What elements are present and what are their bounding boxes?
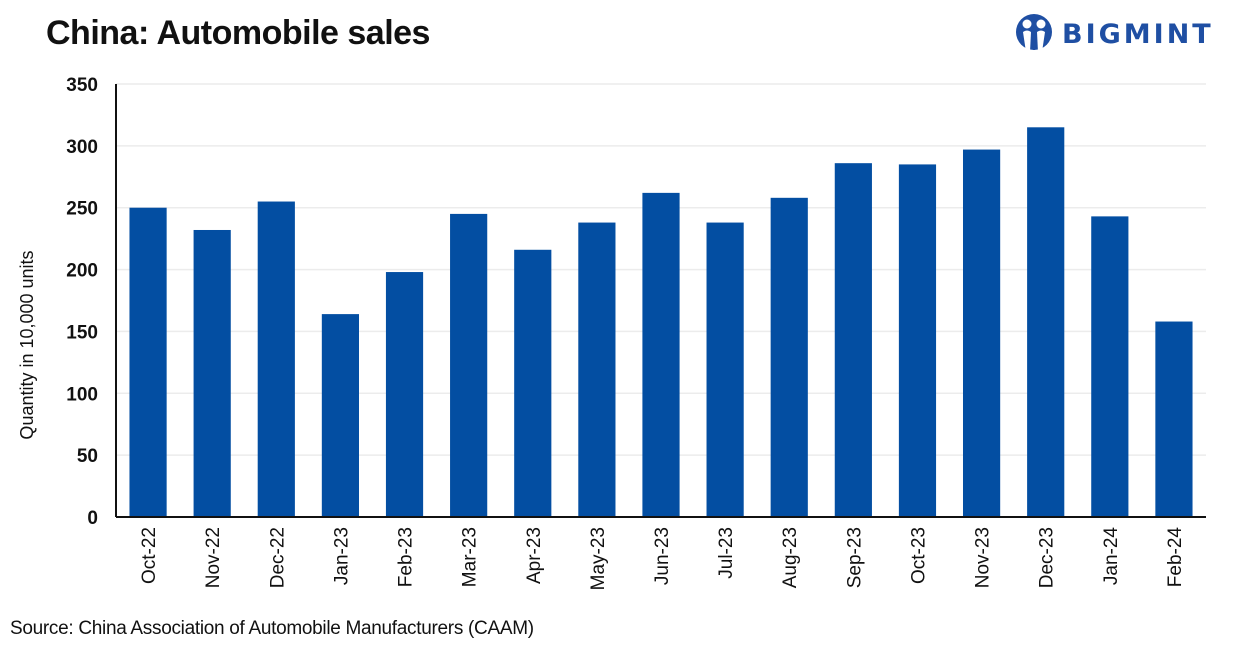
y-tick-label: 50: [77, 446, 98, 467]
x-tick-label: Sep-23: [844, 527, 865, 588]
gridlines: [116, 83, 1206, 456]
x-tick-label: Oct-22: [139, 527, 160, 584]
x-tick-label: Nov-23: [973, 527, 994, 588]
y-tick-label: 150: [66, 322, 98, 343]
chart-title: China: Automobile sales: [46, 14, 430, 52]
x-tick-label: Aug-23: [780, 527, 801, 588]
source-note: Source: China Association of Automobile …: [10, 618, 534, 639]
x-tick-label: Dec-22: [267, 527, 288, 588]
x-tick-label: Feb-24: [1165, 527, 1186, 588]
bar-apr-23: [514, 249, 552, 517]
x-tick-label: Jan-23: [331, 527, 352, 585]
bars: [129, 127, 1193, 518]
y-tick-label: 100: [66, 384, 98, 405]
y-axis-ticks: 0 50 100 150 200 250 300 350: [66, 75, 98, 529]
x-tick-label: Dec-23: [1037, 527, 1058, 588]
bar-nov-22: [193, 229, 231, 518]
bar-nov-23: [962, 149, 1001, 517]
bar-jan-24: [1091, 216, 1129, 518]
y-tick-label: 250: [66, 199, 98, 220]
x-tick-label: Oct-23: [908, 527, 929, 584]
y-tick-label: 0: [87, 508, 98, 529]
y-axis-label: Quantity in 10,000 units: [17, 250, 37, 439]
bar-oct-23: [898, 164, 937, 517]
bar-jul-23: [706, 222, 744, 517]
bar-feb-24: [1155, 321, 1193, 517]
bar-oct-22: [129, 207, 167, 517]
bar-jun-23: [642, 192, 680, 517]
y-tick-label: 350: [66, 75, 98, 96]
x-tick-label: Mar-23: [460, 527, 481, 587]
logo-text: BIGMINT: [1062, 18, 1214, 50]
x-tick-label: Jan-24: [1101, 527, 1122, 586]
y-tick-label: 300: [66, 137, 98, 158]
bar-mar-23: [450, 213, 488, 517]
bar-aug-23: [770, 197, 808, 517]
bar-dec-23: [1027, 127, 1065, 518]
x-tick-label: Apr-23: [524, 527, 545, 584]
x-axis-ticks: Oct-22 Nov-22 Dec-22 Jan-23 Feb-23 Mar-23 Apr-…: [139, 527, 1186, 591]
bar-feb-23: [385, 272, 424, 517]
bar-sep-23: [834, 163, 872, 518]
x-tick-label: May-23: [588, 527, 609, 590]
bar-jan-23: [321, 314, 360, 517]
x-tick-label: Jul-23: [716, 527, 737, 579]
bigmint-logo: BIGMINT: [1014, 12, 1214, 56]
y-tick-label: 200: [66, 261, 98, 282]
x-tick-label: Jun-23: [652, 527, 673, 585]
bar-dec-22: [257, 201, 295, 517]
bigmint-people-icon: [1016, 14, 1052, 52]
x-tick-label: Nov-22: [203, 527, 224, 588]
x-tick-label: Feb-23: [396, 527, 417, 587]
bar-may-23: [578, 222, 616, 517]
